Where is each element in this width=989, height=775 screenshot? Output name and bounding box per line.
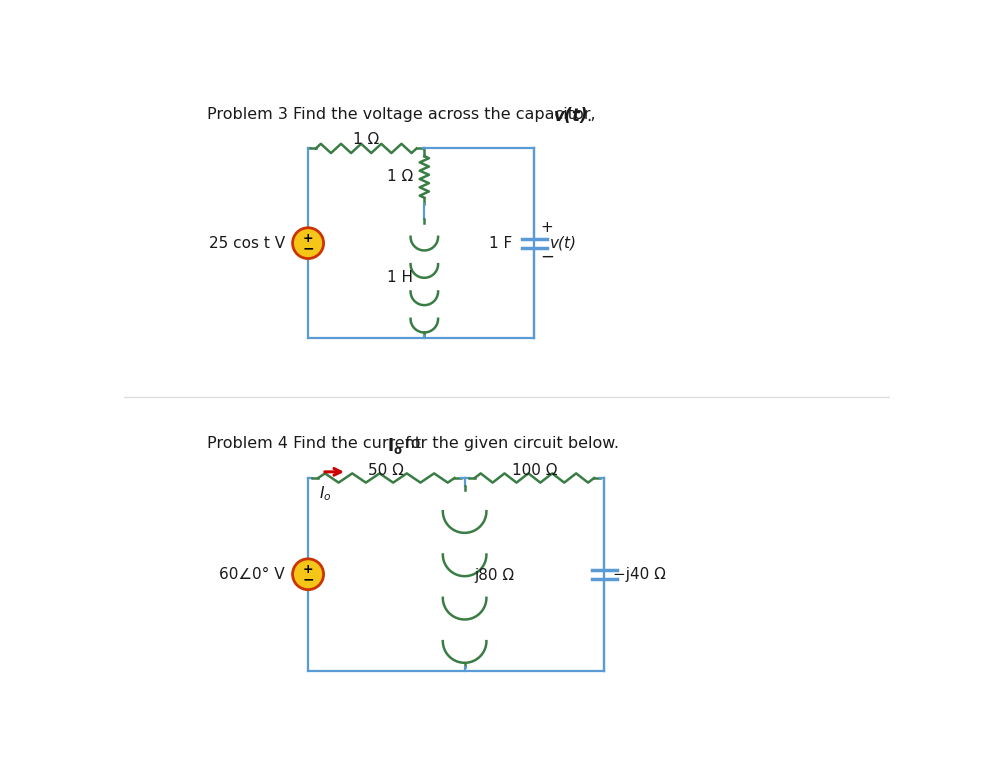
Text: +: + [541,220,553,236]
Text: −: − [303,573,314,587]
Text: −: − [303,242,314,256]
Text: 25 cos t V: 25 cos t V [209,236,285,250]
Text: −j40 Ω: −j40 Ω [613,567,667,582]
Text: +: + [303,232,314,245]
Text: 1 F: 1 F [490,236,512,250]
Text: 100 Ω: 100 Ω [511,463,557,477]
Circle shape [293,559,323,590]
Text: v(t): v(t) [550,236,577,250]
Circle shape [293,228,323,259]
Text: 50 Ω: 50 Ω [369,463,405,477]
Text: $\mathbf{I_o}$: $\mathbf{I_o}$ [387,436,403,456]
Text: 1 H: 1 H [388,270,413,285]
Text: −: − [541,248,555,266]
Text: $\bfit{v(t)}$.: $\bfit{v(t)}$. [553,105,592,125]
Text: 1 Ω: 1 Ω [388,170,413,184]
Text: 1 Ω: 1 Ω [353,132,380,146]
Text: j80 Ω: j80 Ω [474,568,514,584]
Text: +: + [303,563,314,576]
Text: for the given circuit below.: for the given circuit below. [400,436,618,450]
Text: Problem 4 Find the current: Problem 4 Find the current [208,436,426,450]
Text: $I_o$: $I_o$ [318,484,331,503]
Text: Problem 3 Find the voltage across the capacitor,: Problem 3 Find the voltage across the ca… [208,107,601,122]
Text: 60∠0° V: 60∠0° V [220,567,285,582]
